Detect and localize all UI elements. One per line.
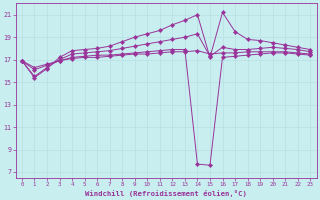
X-axis label: Windchill (Refroidissement éolien,°C): Windchill (Refroidissement éolien,°C) [85,190,247,197]
